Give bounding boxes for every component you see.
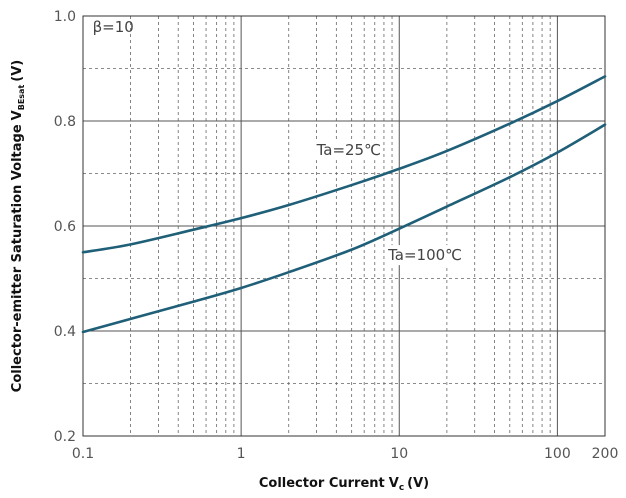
x-axis-title-symbol: V [389, 476, 399, 491]
x-axis-title-text: Collector Current [259, 476, 385, 491]
y-axis-title: Collector-emitter Saturation Voltage VBEs… [10, 60, 26, 392]
y-axis-title-subscript: BEsat [17, 85, 26, 111]
x-axis-title: Collector Current Vc (V) [259, 476, 429, 493]
x-tick-label: 200 [592, 446, 619, 462]
ta-25c-label: Ta=25℃ [316, 141, 381, 159]
curves [83, 76, 605, 332]
annotations: β=10 Ta=25℃ Ta=100℃ [93, 18, 464, 265]
x-tick-label: 0.1 [72, 446, 94, 462]
x-tick-label: 1 [237, 446, 246, 462]
y-axis-title-symbol: V [10, 110, 25, 120]
y-tick-label: 0.8 [54, 114, 76, 130]
y-axis-title-text: Collector-emitter Saturation Voltage [10, 124, 25, 392]
y-tick-label: 0.6 [54, 219, 76, 235]
grid [83, 16, 605, 436]
y-tick-labels: 0.2 0.4 0.6 0.8 1.0 [54, 9, 76, 445]
x-tick-label: 10 [390, 446, 408, 462]
x-tick-label: 100 [544, 446, 571, 462]
x-tick-labels: 0.1 1 10 100 200 [72, 446, 619, 462]
beta-annotation: β=10 [93, 18, 134, 36]
ta-100c-label: Ta=100℃ [387, 246, 462, 264]
x-axis-title-subscript: c [399, 483, 404, 493]
x-axis-title-unit: (V) [407, 476, 429, 491]
y-tick-label: 0.4 [54, 324, 76, 340]
y-tick-label: 1.0 [54, 9, 76, 25]
y-axis-title-unit: (V) [10, 60, 25, 82]
y-tick-label: 0.2 [54, 429, 76, 445]
